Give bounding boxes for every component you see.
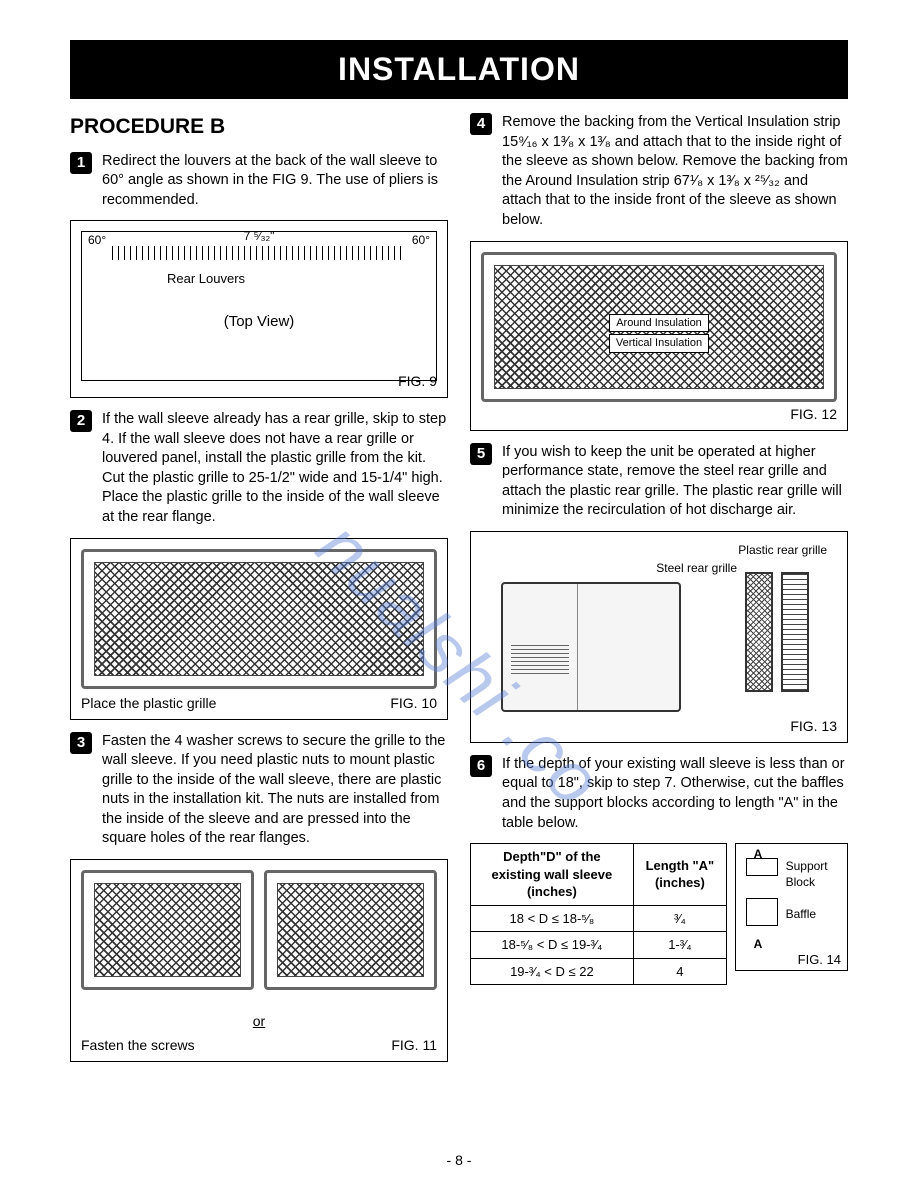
fig12-labels: Around Insulation Vertical Insulation <box>484 313 834 355</box>
fig9-diagram: 60° 60° 7 ⁵⁄₃₂" Rear Louvers (Top View) <box>81 231 437 381</box>
baffle-icon <box>746 898 778 926</box>
fig14-label: FIG. 14 <box>798 951 841 969</box>
step-6: 6 If the depth of your existing wall sle… <box>470 755 848 833</box>
step-6-text: If the depth of your existing wall sleev… <box>502 755 848 833</box>
table-cell: 1-³⁄₄ <box>633 932 726 959</box>
page-number: - 8 - <box>0 1151 918 1170</box>
step-2-text: If the wall sleeve already has a rear gr… <box>102 410 448 527</box>
louver-pattern-icon <box>112 246 406 260</box>
table-header: Length "A" (inches) <box>633 844 726 906</box>
fig14-a-bottom: A <box>754 936 763 952</box>
depth-table: Depth"D" of the existing wall sleeve (in… <box>470 843 727 985</box>
table-row: 18-⁵⁄₈ < D ≤ 19-³⁄₄ 1-³⁄₄ <box>471 932 727 959</box>
table-row: 19-³⁄₄ < D ≤ 22 4 <box>471 958 727 985</box>
figure-12: Around Insulation Vertical Insulation FI… <box>470 241 848 431</box>
fig12-around: Around Insulation <box>609 314 709 333</box>
procedure-heading: PROCEDURE B <box>70 113 448 141</box>
right-column: 4 Remove the backing from the Vertical I… <box>470 113 848 1074</box>
support-block-icon <box>746 858 778 876</box>
figure-9: 60° 60° 7 ⁵⁄₃₂" Rear Louvers (Top View) … <box>70 220 448 398</box>
figure-13: Plastic rear grille Steel rear grille FI… <box>470 531 848 743</box>
table-header: Depth"D" of the existing wall sleeve (in… <box>471 844 634 906</box>
content-columns: PROCEDURE B 1 Redirect the louvers at th… <box>70 113 848 1074</box>
step-4-text: Remove the backing from the Vertical Ins… <box>502 113 848 230</box>
figure-11: or Fasten the screws FIG. 11 <box>70 859 448 1062</box>
fig13-label: FIG. 13 <box>790 717 837 736</box>
table-cell: ³⁄₄ <box>633 905 726 932</box>
step-number-icon: 1 <box>70 152 92 174</box>
fig13-diagram: Plastic rear grille Steel rear grille <box>481 542 837 732</box>
table-cell: 18-⁵⁄₈ < D ≤ 19-³⁄₄ <box>471 932 634 959</box>
fig9-top-view: (Top View) <box>82 312 436 332</box>
fig9-label: FIG. 9 <box>398 372 437 391</box>
page-title: INSTALLATION <box>70 40 848 99</box>
grille-icon <box>264 870 437 990</box>
table-cell: 4 <box>633 958 726 985</box>
step-number-icon: 3 <box>70 732 92 754</box>
fig10-caption: Place the plastic grille <box>81 694 216 713</box>
fig12-label: FIG. 12 <box>790 405 837 424</box>
figure-14: A Support Block Baffle A FIG. 14 <box>735 843 848 971</box>
fig9-dim: 7 ⁵⁄₃₂" <box>82 228 436 244</box>
step-number-icon: 5 <box>470 443 492 465</box>
fig13-steel: Steel rear grille <box>656 560 737 576</box>
grille-icon <box>81 549 437 689</box>
grille-icon <box>81 870 254 990</box>
fig14-support: Support Block <box>786 858 847 890</box>
plastic-grille-icon <box>781 572 809 692</box>
fig11-caption: Fasten the screws <box>81 1036 195 1055</box>
step-2: 2 If the wall sleeve already has a rear … <box>70 410 448 527</box>
step-3: 3 Fasten the 4 washer screws to secure t… <box>70 732 448 849</box>
table-cell: 18 < D ≤ 18-⁵⁄₈ <box>471 905 634 932</box>
table-row: 18 < D ≤ 18-⁵⁄₈ ³⁄₄ <box>471 905 727 932</box>
fig9-rear-louvers: Rear Louvers <box>167 270 245 288</box>
fig11-row <box>81 870 437 990</box>
step-1-text: Redirect the louvers at the back of the … <box>102 152 448 211</box>
table-fig14-row: Depth"D" of the existing wall sleeve (in… <box>470 843 848 985</box>
grille-icon: Around Insulation Vertical Insulation <box>481 252 837 402</box>
fig12-vertical: Vertical Insulation <box>609 334 709 353</box>
step-number-icon: 2 <box>70 410 92 432</box>
step-5: 5 If you wish to keep the unit be operat… <box>470 443 848 521</box>
fig13-plastic: Plastic rear grille <box>738 542 827 558</box>
fig10-label: FIG. 10 <box>390 694 437 713</box>
table-cell: 19-³⁄₄ < D ≤ 22 <box>471 958 634 985</box>
ac-vent-icon <box>511 644 569 674</box>
step-number-icon: 4 <box>470 113 492 135</box>
fig11-or: or <box>81 1012 437 1031</box>
ac-unit-icon <box>501 582 681 712</box>
step-number-icon: 6 <box>470 755 492 777</box>
step-3-text: Fasten the 4 washer screws to secure the… <box>102 732 448 849</box>
figure-10: Place the plastic grille FIG. 10 <box>70 538 448 720</box>
step-5-text: If you wish to keep the unit be operated… <box>502 443 848 521</box>
fig11-label: FIG. 11 <box>391 1036 437 1055</box>
fig14-baffle: Baffle <box>786 906 816 922</box>
step-1: 1 Redirect the louvers at the back of th… <box>70 152 448 211</box>
table-row: Depth"D" of the existing wall sleeve (in… <box>471 844 727 906</box>
left-column: PROCEDURE B 1 Redirect the louvers at th… <box>70 113 448 1074</box>
steel-grille-icon <box>745 572 773 692</box>
step-4: 4 Remove the backing from the Vertical I… <box>470 113 848 230</box>
